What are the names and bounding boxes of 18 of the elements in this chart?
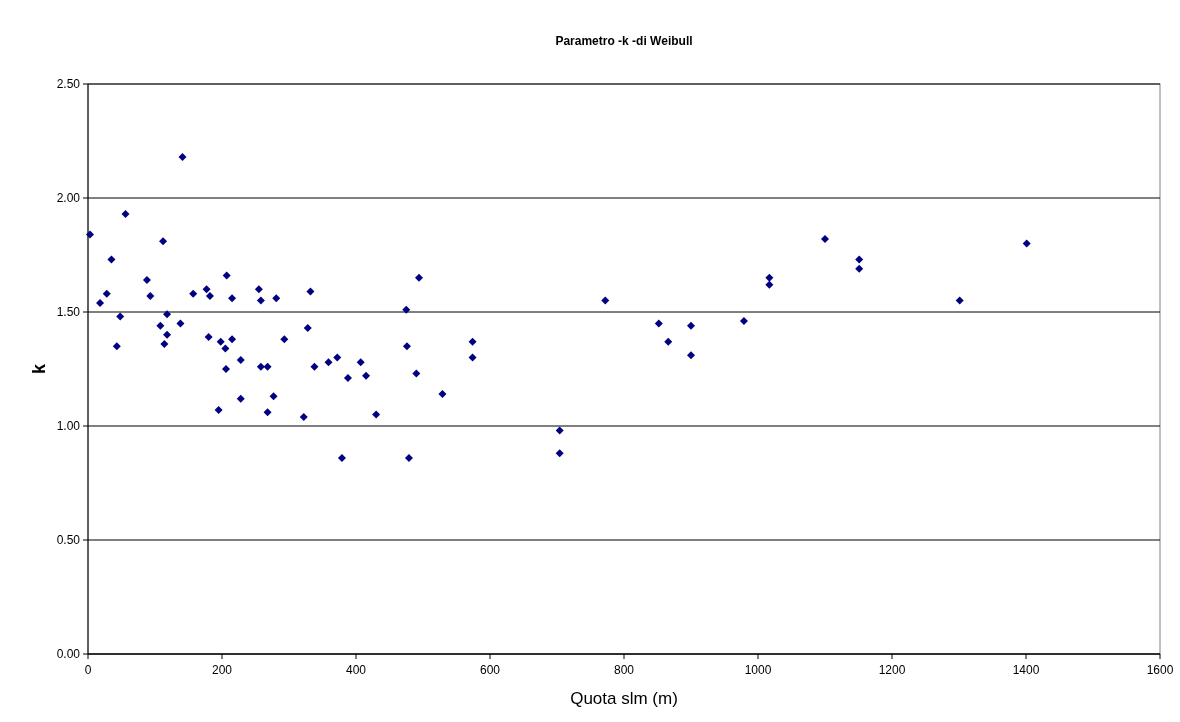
y-tick-label: 2.50 <box>56 77 81 92</box>
x-tick-label: 600 <box>479 663 501 677</box>
y-tick-label: 0.50 <box>56 533 81 548</box>
x-tick-label: 1000 <box>744 663 772 677</box>
x-tick-label: 800 <box>613 663 635 677</box>
x-axis-title: Quota slm (m) <box>570 689 678 708</box>
x-tick-label: 1600 <box>1146 663 1174 677</box>
x-tick-label: 400 <box>345 663 367 677</box>
x-tick-label: 1400 <box>1012 663 1040 677</box>
y-tick-label: 1.00 <box>56 419 81 434</box>
x-tick-label: 1200 <box>878 663 906 677</box>
y-tick-label: 1.50 <box>56 305 81 320</box>
x-tick-label: 0 <box>84 663 92 677</box>
x-tick-label: 200 <box>211 663 233 677</box>
y-axis-title: k <box>29 363 49 375</box>
y-tick-label: 2.00 <box>56 191 81 206</box>
chart-title: Parametro -k -di Weibull <box>555 34 693 48</box>
y-tick-label: 0.00 <box>56 647 81 662</box>
